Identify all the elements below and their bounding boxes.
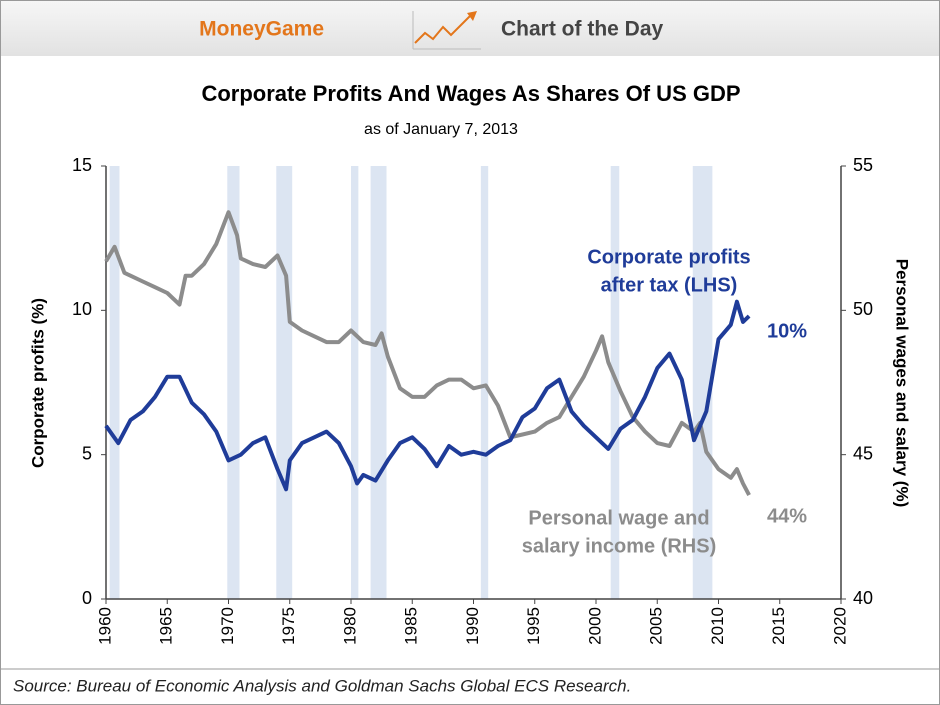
recession-band [370,166,387,599]
x-tick-label: 2005 [647,607,666,645]
annotation: after tax (LHS) [601,274,738,296]
x-tick-label: 1965 [157,607,176,645]
y-axis-label: Corporate profits (%) [28,298,47,468]
chart-subtitle: as of January 7, 2013 [364,121,518,138]
x-tick-label: 2020 [830,607,849,645]
recession-band [351,166,359,599]
x-tick-label: 2010 [708,607,727,645]
recession-band [480,166,489,599]
y2-axis-label: Personal wages and salary (%) [893,259,912,508]
y2-tick-label: 40 [853,588,873,608]
x-tick-label: 1960 [95,607,114,645]
recession-band [692,166,713,599]
recession-band [276,166,293,599]
y-tick-label: 5 [82,443,92,463]
x-tick-label: 1995 [524,607,543,645]
chart-title: Corporate Profits And Wages As Shares Of… [201,81,740,106]
annotation: 10% [767,320,807,342]
recession-band [109,166,120,599]
annotation: salary income (RHS) [522,535,717,557]
x-tick-label: 1980 [340,607,359,645]
source: Source: Bureau of Economic Analysis and … [13,676,631,695]
header-band [1,1,939,56]
recession-band [227,166,240,599]
x-tick-label: 2000 [585,607,604,645]
annotation: 44% [767,505,807,527]
header-icon [412,11,481,50]
y2-tick-label: 55 [853,155,873,175]
series-line [104,210,751,497]
x-tick-label: 1990 [463,607,482,645]
y2-tick-label: 50 [853,299,873,319]
header-label: Chart of the Day [501,18,664,41]
y-tick-label: 15 [72,155,92,175]
annotation: Corporate profits [587,246,750,268]
x-tick-label: 2015 [769,607,788,645]
annotation: Personal wage and [528,507,709,529]
y-tick-label: 10 [72,299,92,319]
x-tick-label: 1970 [218,607,237,645]
y2-tick-label: 45 [853,443,873,463]
x-tick-label: 1975 [279,607,298,645]
y-tick-label: 0 [82,588,92,608]
x-tick-label: 1985 [402,607,421,645]
brand: MoneyGame [199,18,324,41]
series-line [104,299,751,492]
